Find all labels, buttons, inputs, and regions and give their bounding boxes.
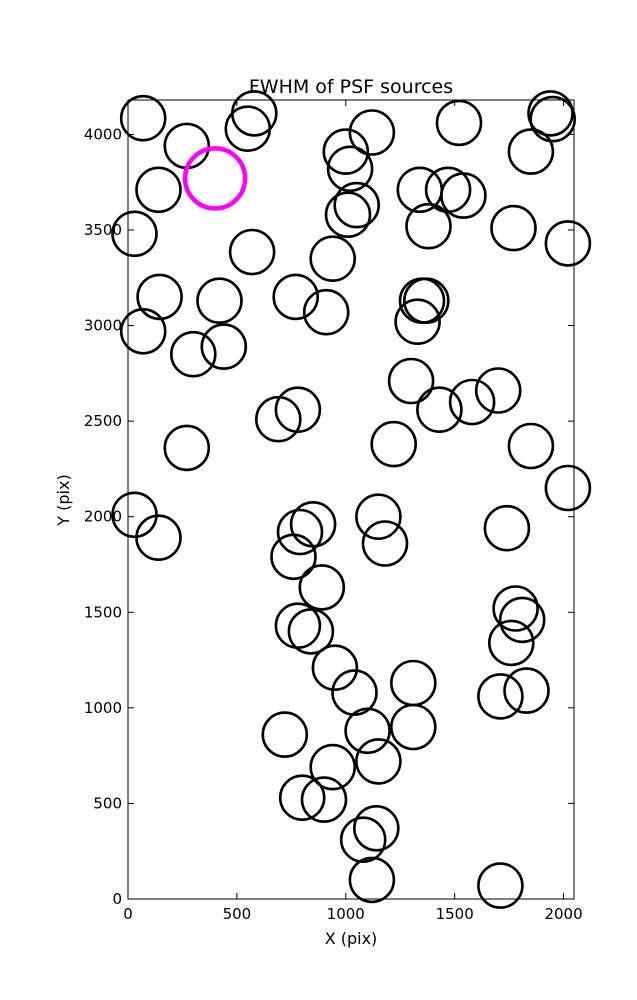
- y-axis-ticks: 0 500 1000 1500 2000 2500 3000 3500 4000: [84, 125, 574, 908]
- psf-source-marker: [402, 277, 450, 325]
- psf-source-marker: [196, 277, 243, 325]
- plot-area: 0 500 1000 1500 2000 0 500 1000 1500 2000 2500 300…: [84, 90, 592, 923]
- y-tick-label: 1500: [84, 603, 122, 621]
- psf-source-marker: [135, 166, 182, 214]
- psf-source-marker: [344, 707, 391, 755]
- plot-frame: [127, 99, 575, 900]
- psf-source-marker: [228, 228, 276, 276]
- psf-source-marker: [361, 520, 409, 567]
- psf-source-marker: [339, 816, 387, 864]
- psf-source-marker: [163, 424, 211, 472]
- psf-source-marker: [309, 235, 357, 283]
- psf-source-marker: [352, 804, 400, 852]
- y-tick-label: 2000: [84, 508, 122, 526]
- psf-source-marker: [507, 128, 555, 175]
- psf-source-marker: [490, 204, 537, 252]
- psf-source-marker: [389, 703, 437, 751]
- psf-source-marker: [298, 564, 346, 611]
- psf-source-marker: [274, 386, 322, 434]
- psf-source-marker: [527, 90, 574, 137]
- x-tick-label: 1500: [436, 905, 474, 923]
- highlighted-psf-source-marker: [182, 146, 248, 211]
- y-axis-label: Y (pix): [54, 474, 73, 526]
- psf-source-marker: [394, 298, 441, 346]
- psf-source-marker: [136, 273, 183, 321]
- psf-source-marker: [333, 181, 381, 229]
- psf-source-marker: [483, 504, 531, 552]
- psf-source-marker: [387, 357, 435, 405]
- psf-source-marker: [416, 386, 463, 434]
- psf-source-marker: [435, 99, 483, 147]
- x-tick-label: 500: [223, 905, 252, 923]
- psf-source-marker: [119, 307, 167, 355]
- psf-source-marker: [492, 585, 539, 632]
- psf-source-marker: [477, 673, 524, 720]
- psf-source-marker: [487, 619, 535, 667]
- y-tick-label: 3500: [84, 221, 122, 239]
- psf-source-marker: [405, 202, 452, 250]
- psf-source-marker: [326, 145, 374, 193]
- psf-source-marker: [498, 596, 546, 644]
- psf-source-marker: [261, 711, 309, 758]
- psf-source-marker: [355, 738, 402, 785]
- psf-source-marker: [309, 743, 357, 791]
- psf-source-marker: [278, 774, 326, 822]
- psf-source-marker: [348, 856, 396, 904]
- psf-source-marker: [529, 95, 577, 143]
- psf-source-marker: [276, 508, 324, 556]
- psf-source-marker: [477, 862, 524, 909]
- psf-source-marker: [503, 667, 550, 714]
- x-axis-ticks: 0 500 1000 1500 2000: [123, 100, 583, 923]
- psf-source-marker: [311, 644, 359, 692]
- psf-source-marker: [272, 273, 320, 321]
- psf-source-marker: [170, 330, 217, 378]
- y-tick-label: 2500: [84, 412, 122, 430]
- x-tick-label: 0: [123, 905, 133, 923]
- chart-title: FWHM of PSF sources: [249, 76, 453, 98]
- psf-source-marker: [231, 90, 278, 137]
- psf-source-marker: [355, 493, 402, 541]
- x-tick-label: 2000: [544, 905, 582, 923]
- x-axis-label: X (pix): [325, 929, 378, 948]
- psf-source-marker: [300, 776, 348, 823]
- psf-source-marker: [474, 367, 522, 414]
- y-tick-label: 4000: [84, 125, 122, 143]
- psf-source-marker: [287, 608, 335, 655]
- psf-source-marker: [440, 172, 487, 219]
- psf-source-marker: [302, 288, 350, 336]
- y-tick-label: 500: [93, 794, 122, 812]
- psf-source-marker: [348, 109, 396, 156]
- y-tick-label: 0: [112, 890, 122, 908]
- y-tick-label: 3000: [84, 317, 122, 335]
- psf-source-marker: [135, 514, 182, 562]
- psf-source-marker: [322, 128, 370, 175]
- psf-source-marker: [200, 323, 248, 370]
- psf-source-marker: [111, 210, 158, 258]
- psf-source-marker: [544, 220, 592, 267]
- y-tick-label: 1000: [84, 699, 122, 717]
- points-layer: [111, 90, 592, 909]
- psf-source-marker: [448, 378, 496, 426]
- psf-source-marker: [270, 533, 317, 581]
- psf-source-marker: [370, 420, 418, 468]
- psf-source-marker: [119, 94, 167, 142]
- psf-source-marker: [507, 422, 555, 470]
- x-tick-label: 1000: [327, 905, 365, 923]
- psf-source-marker: [324, 191, 372, 238]
- psf-source-marker: [544, 464, 592, 512]
